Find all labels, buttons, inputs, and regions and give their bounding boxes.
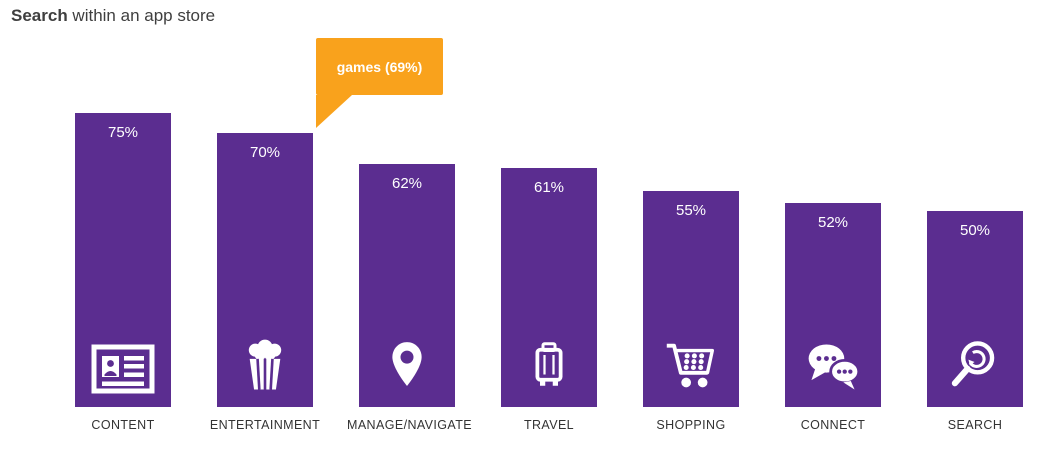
bar-connect: 52% bbox=[785, 203, 881, 407]
location-pin-icon bbox=[359, 333, 455, 395]
bar-value-label: 50% bbox=[959, 222, 991, 239]
bar-value-label: 61% bbox=[533, 179, 565, 196]
bar-category-label: CONNECT bbox=[800, 418, 866, 432]
bar-search: 50% bbox=[927, 211, 1023, 407]
bar-manage-navigate: 62% bbox=[359, 164, 455, 407]
page-title-bold: Search bbox=[11, 6, 68, 25]
page-title: Search within an app store bbox=[11, 6, 215, 26]
bar-column-entertainment: 70% ENTERTAINMENT bbox=[210, 133, 320, 432]
chat-bubbles-icon bbox=[785, 337, 881, 395]
bar-value-label: 75% bbox=[107, 124, 139, 141]
bar-category-label: CONTENT bbox=[91, 418, 155, 432]
bar-column-travel: 61% TRAVEL bbox=[501, 168, 597, 432]
bar-category-label: ENTERTAINMENT bbox=[209, 418, 321, 432]
bar-category-label: SHOPPING bbox=[656, 418, 726, 432]
bar-value-label: 70% bbox=[249, 144, 281, 161]
newspaper-icon bbox=[75, 343, 171, 395]
bar-value-label: 52% bbox=[817, 214, 849, 231]
callout-games: games (69%) bbox=[316, 38, 443, 128]
bar-category-label: TRAVEL bbox=[523, 418, 575, 432]
shopping-cart-icon bbox=[643, 339, 739, 395]
bar-content: 75% bbox=[75, 113, 171, 407]
callout-tail bbox=[316, 95, 352, 128]
page-title-rest: within an app store bbox=[67, 6, 216, 25]
callout-label: games (69%) bbox=[336, 58, 423, 75]
bar-category-label: MANAGE/NAVIGATE bbox=[347, 418, 473, 432]
bar-column-connect: 52% CONNECT bbox=[785, 203, 881, 432]
bar-column-search: 50% SEARCH bbox=[927, 211, 1023, 432]
bars-container: 75% CONTENT 70% bbox=[75, 0, 1023, 432]
bar-column-shopping: 55% SHOPPING bbox=[643, 191, 739, 432]
bar-column-manage-navigate: 62% MANAGE/NAVIGATE bbox=[347, 164, 472, 432]
bar-shopping: 55% bbox=[643, 191, 739, 407]
bar-value-label: 62% bbox=[391, 175, 423, 192]
suitcase-icon bbox=[501, 333, 597, 395]
magnifier-icon bbox=[927, 333, 1023, 395]
popcorn-icon bbox=[217, 335, 313, 395]
bar-category-label: SEARCH bbox=[947, 418, 1003, 432]
bar-column-content: 75% CONTENT bbox=[75, 113, 171, 432]
bar-entertainment: 70% bbox=[217, 133, 313, 407]
bar-travel: 61% bbox=[501, 168, 597, 407]
bar-value-label: 55% bbox=[675, 202, 707, 219]
